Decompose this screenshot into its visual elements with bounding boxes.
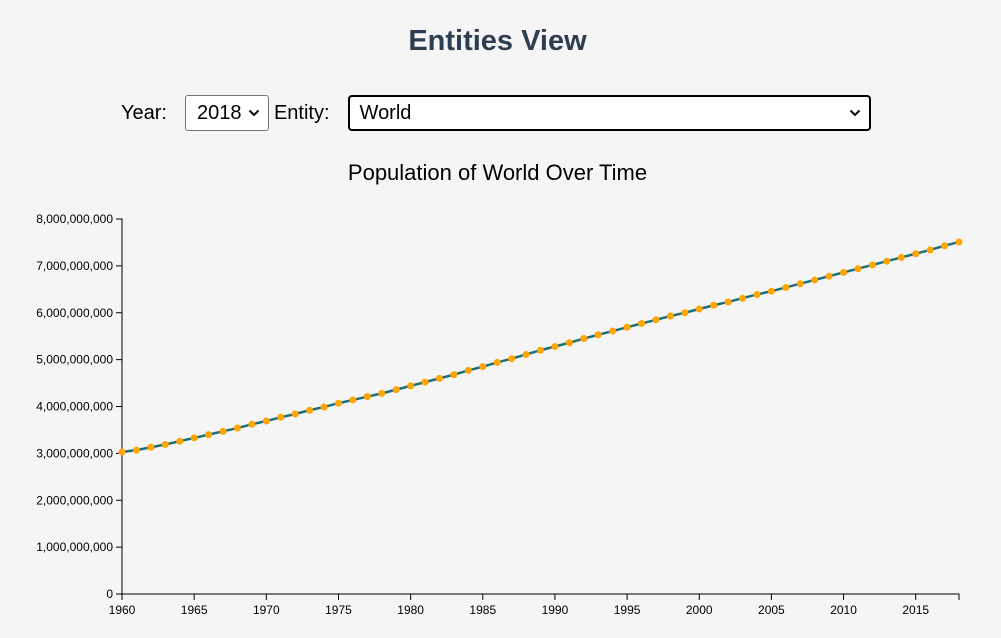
x-tick-label: 1960	[109, 603, 136, 617]
data-point	[767, 287, 775, 295]
data-point	[334, 399, 342, 407]
x-tick-label: 2015	[902, 603, 929, 617]
data-point	[147, 443, 155, 451]
data-point	[392, 386, 400, 394]
data-point	[421, 378, 429, 386]
data-point	[883, 257, 891, 265]
data-point	[262, 417, 270, 425]
y-tick-label: 8,000,000,000	[36, 212, 113, 226]
data-point	[522, 350, 530, 358]
x-tick-label: 1980	[397, 603, 424, 617]
year-select[interactable]: 2018	[184, 95, 269, 131]
data-point	[782, 283, 790, 291]
x-tick-label: 1965	[181, 603, 208, 617]
data-point	[926, 246, 934, 254]
year-select-value: 2018	[196, 101, 242, 124]
x-tick-label: 1995	[614, 603, 641, 617]
x-axis: 1960 1965 1970 1975 1980 1985 1990 1995 2000 2005…	[109, 593, 960, 617]
data-point	[840, 268, 848, 276]
data-point	[479, 363, 487, 371]
data-point	[320, 403, 328, 411]
data-point	[580, 335, 588, 343]
data-point	[594, 331, 602, 339]
data-point	[695, 305, 703, 313]
data-point	[551, 343, 559, 350]
data-point	[710, 301, 718, 309]
y-tick-label: 0	[106, 587, 113, 601]
data-point	[464, 366, 472, 374]
data-point	[825, 272, 833, 280]
data-point	[306, 406, 314, 414]
controls-bar: Year: 2018 Entity: World	[121, 95, 871, 131]
data-point	[435, 374, 443, 382]
chevron-down-icon	[248, 109, 260, 117]
data-point	[565, 339, 573, 347]
y-tick-label: 6,000,000,000	[36, 306, 113, 320]
series-world-population	[118, 238, 963, 456]
data-point	[219, 427, 227, 435]
data-point	[508, 355, 516, 363]
chart-title: Population of World Over Time	[347, 160, 648, 185]
year-label: Year:	[121, 101, 167, 124]
data-point	[912, 250, 920, 258]
data-point	[132, 446, 140, 454]
data-point	[161, 440, 169, 448]
x-tick-label: 1985	[469, 603, 496, 617]
data-point	[277, 413, 285, 421]
y-tick-label: 1,000,000,000	[36, 540, 113, 554]
data-point	[753, 290, 761, 298]
data-point	[724, 298, 732, 306]
entity-label: Entity:	[273, 101, 330, 124]
y-tick-label: 2,000,000,000	[36, 493, 113, 507]
data-point	[955, 238, 963, 246]
data-point	[291, 410, 299, 418]
data-point	[450, 371, 458, 379]
data-point	[623, 323, 631, 331]
entity-select[interactable]: World	[347, 95, 871, 131]
page-title: Entities View	[408, 25, 587, 57]
y-axis: 0 1,000,000,000 2,000,000,000 3,000,000,000…	[36, 212, 123, 601]
y-tick-label: 4,000,000,000	[36, 400, 113, 414]
data-point	[652, 316, 660, 324]
data-point	[407, 382, 415, 390]
y-tick-label: 3,000,000,000	[36, 446, 113, 460]
data-point	[811, 276, 819, 284]
data-point	[897, 253, 905, 261]
x-axis-line	[121, 593, 960, 600]
x-tick-label: 1970	[253, 603, 280, 617]
data-point	[233, 424, 241, 432]
y-tick-label: 7,000,000,000	[36, 259, 113, 273]
data-point	[176, 437, 184, 445]
data-point	[796, 280, 804, 288]
data-point	[941, 242, 949, 250]
x-tick-label: 2000	[686, 603, 713, 617]
x-tick-label: 1975	[325, 603, 352, 617]
data-point	[537, 346, 544, 354]
data-point	[638, 320, 646, 328]
data-point	[378, 389, 386, 397]
data-point	[739, 294, 747, 302]
data-point	[493, 358, 501, 366]
data-point	[118, 448, 126, 456]
data-point	[363, 393, 371, 401]
data-point	[349, 396, 357, 404]
data-point	[854, 265, 862, 273]
data-point	[868, 261, 876, 269]
x-tick-label: 2010	[830, 603, 857, 617]
y-tick-label: 5,000,000,000	[36, 353, 113, 367]
x-tick-label: 2005	[758, 603, 785, 617]
chevron-down-icon	[849, 109, 860, 117]
data-point	[248, 420, 256, 428]
data-point	[205, 431, 213, 439]
x-tick-label: 1990	[542, 603, 569, 617]
data-point	[666, 312, 674, 320]
data-point	[609, 327, 617, 335]
entity-select-value: World	[359, 101, 412, 124]
data-point	[681, 309, 689, 317]
data-point	[190, 434, 198, 442]
